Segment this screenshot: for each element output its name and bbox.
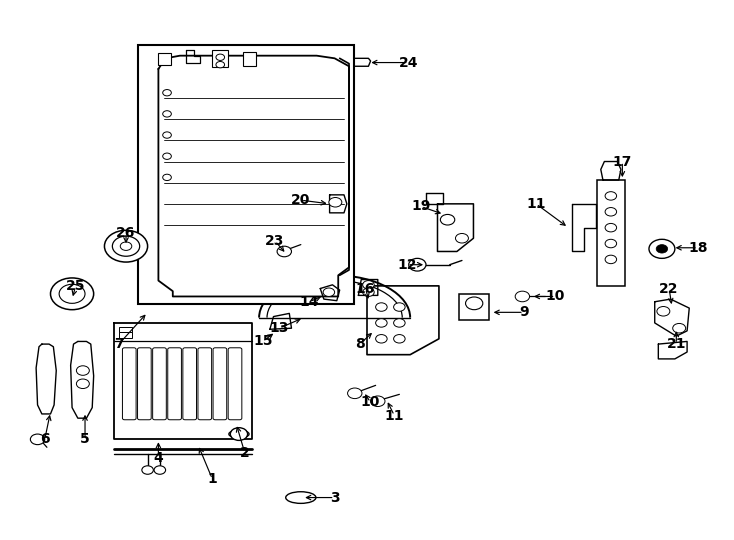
Circle shape	[393, 335, 405, 343]
Text: 8: 8	[355, 337, 365, 351]
Text: 2: 2	[240, 446, 250, 460]
Circle shape	[76, 379, 90, 389]
Circle shape	[76, 366, 90, 375]
Circle shape	[216, 54, 225, 60]
Circle shape	[605, 224, 617, 232]
Text: 5: 5	[80, 433, 90, 447]
Circle shape	[371, 396, 385, 407]
Circle shape	[30, 434, 45, 444]
FancyBboxPatch shape	[168, 348, 181, 420]
Text: 10: 10	[546, 289, 565, 303]
Text: 1: 1	[208, 472, 217, 486]
Text: 9: 9	[519, 305, 528, 319]
Circle shape	[163, 174, 171, 180]
Circle shape	[163, 111, 171, 117]
Text: 7: 7	[114, 337, 123, 351]
Circle shape	[465, 297, 483, 309]
Circle shape	[376, 319, 387, 327]
Circle shape	[376, 303, 387, 311]
Text: 14: 14	[299, 295, 319, 309]
Circle shape	[409, 258, 426, 271]
Bar	[459, 294, 490, 320]
Text: 3: 3	[330, 490, 339, 504]
Bar	[243, 52, 256, 66]
Text: 16: 16	[356, 281, 375, 295]
Circle shape	[393, 303, 405, 311]
Text: 22: 22	[659, 281, 679, 295]
Text: 20: 20	[291, 193, 310, 207]
Text: 11: 11	[385, 409, 404, 422]
Circle shape	[163, 132, 171, 138]
Text: 15: 15	[253, 334, 272, 348]
Bar	[119, 327, 132, 333]
Bar	[597, 180, 625, 286]
Ellipse shape	[286, 492, 316, 503]
Text: 6: 6	[40, 433, 50, 447]
FancyBboxPatch shape	[153, 348, 167, 420]
Text: 24: 24	[399, 56, 418, 70]
Circle shape	[515, 291, 529, 302]
FancyBboxPatch shape	[183, 348, 197, 420]
Circle shape	[605, 192, 617, 200]
Circle shape	[51, 278, 94, 310]
Text: 23: 23	[265, 234, 285, 248]
Circle shape	[605, 239, 617, 248]
Circle shape	[163, 153, 171, 159]
Text: 26: 26	[117, 226, 136, 240]
Text: 25: 25	[66, 279, 85, 293]
FancyBboxPatch shape	[213, 348, 227, 420]
Circle shape	[376, 335, 387, 343]
Circle shape	[104, 231, 148, 262]
Circle shape	[59, 284, 85, 303]
Circle shape	[605, 255, 617, 264]
FancyBboxPatch shape	[137, 348, 151, 420]
Circle shape	[142, 466, 153, 474]
Bar	[119, 333, 132, 338]
FancyBboxPatch shape	[123, 348, 136, 420]
Circle shape	[649, 239, 675, 258]
Circle shape	[277, 246, 291, 256]
Circle shape	[230, 428, 247, 441]
Circle shape	[112, 236, 139, 256]
Circle shape	[363, 288, 374, 296]
Circle shape	[323, 288, 335, 296]
Text: 11: 11	[526, 197, 546, 211]
Text: 13: 13	[269, 321, 289, 335]
Circle shape	[329, 198, 342, 207]
Bar	[138, 45, 354, 305]
Circle shape	[154, 466, 166, 474]
Text: 21: 21	[666, 337, 686, 351]
Circle shape	[672, 323, 686, 333]
Circle shape	[216, 62, 225, 68]
Text: 18: 18	[688, 241, 708, 255]
Circle shape	[605, 207, 617, 216]
Text: 19: 19	[411, 199, 431, 213]
Bar	[212, 50, 228, 68]
Circle shape	[163, 90, 171, 96]
Text: 4: 4	[153, 451, 163, 465]
Circle shape	[120, 242, 132, 251]
Text: 17: 17	[613, 154, 632, 168]
Bar	[159, 53, 171, 65]
Circle shape	[393, 319, 405, 327]
Circle shape	[656, 245, 668, 253]
Circle shape	[440, 214, 455, 225]
Circle shape	[363, 281, 374, 289]
Circle shape	[348, 388, 362, 399]
FancyBboxPatch shape	[198, 348, 211, 420]
Circle shape	[657, 307, 670, 316]
Text: 12: 12	[398, 258, 417, 272]
FancyBboxPatch shape	[228, 348, 241, 420]
Circle shape	[456, 233, 468, 243]
Text: 10: 10	[361, 395, 380, 409]
